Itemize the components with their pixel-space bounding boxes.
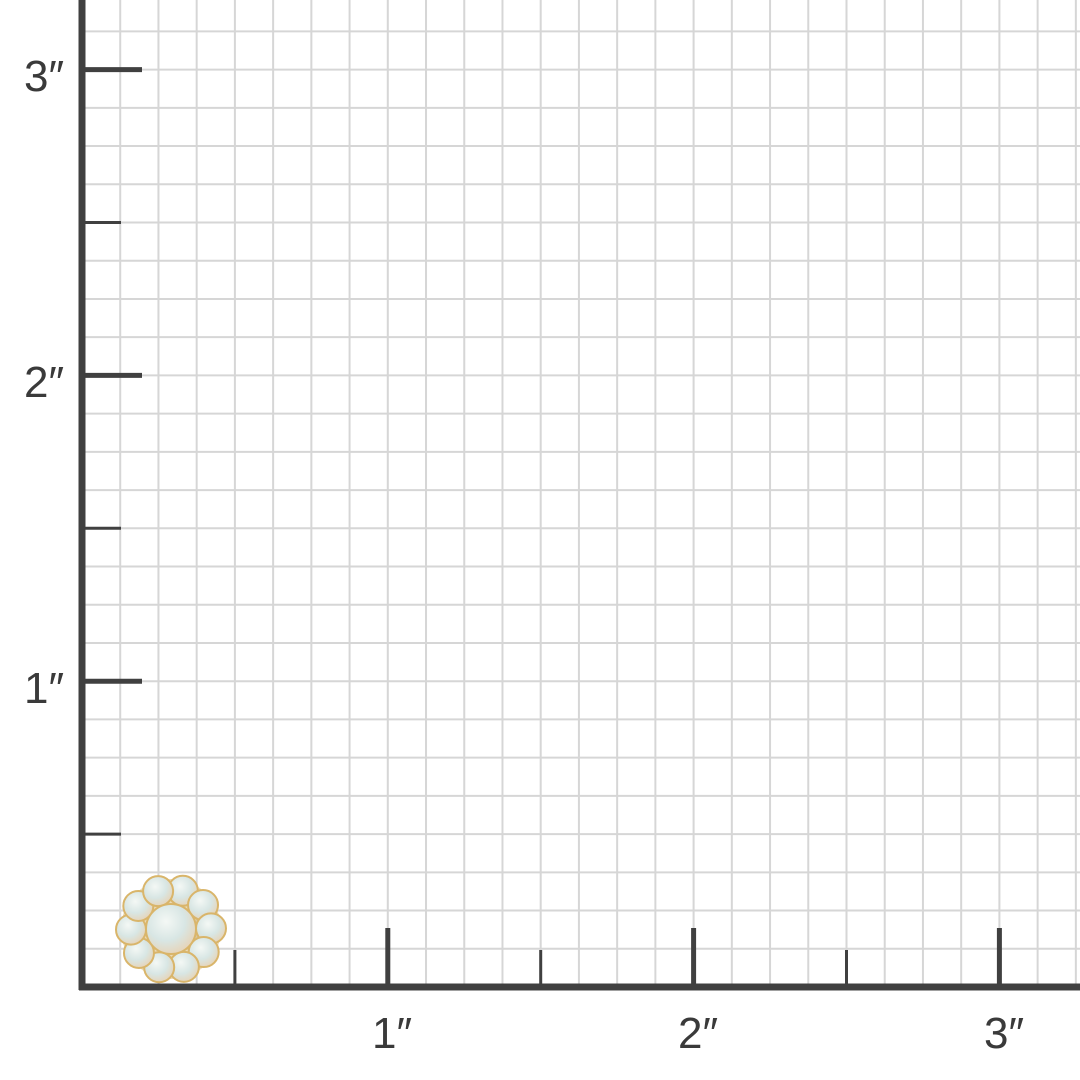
center-opal	[145, 903, 197, 955]
x-label-3: 3″	[984, 1009, 1024, 1058]
x-label-2: 2″	[678, 1009, 718, 1058]
opal-earring-image	[115, 874, 227, 984]
y-label-2: 2″	[24, 358, 64, 407]
y-label-1: 1″	[24, 664, 64, 713]
x-label-1: 1″	[372, 1009, 412, 1058]
outer-opal	[142, 875, 175, 908]
y-label-3: 3″	[24, 52, 64, 101]
